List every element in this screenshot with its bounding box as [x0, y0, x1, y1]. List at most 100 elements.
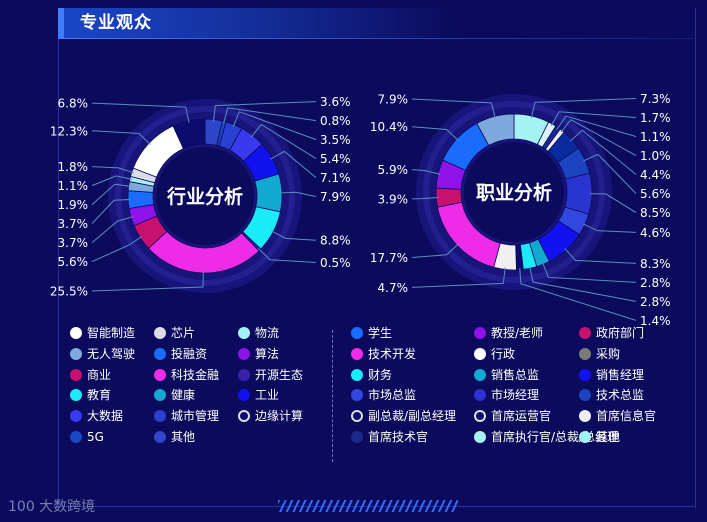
legend-item: 首席信息官 — [579, 407, 656, 425]
donut-halo-ring — [115, 106, 295, 286]
legend-item: 算法 — [238, 345, 279, 363]
legend-swatch — [474, 410, 486, 423]
label-leader-line — [411, 126, 459, 141]
legend-item: 工业 — [238, 386, 279, 404]
legend-label: 智能制造 — [87, 326, 136, 340]
slice-percent-label: 12.3% — [50, 124, 88, 138]
legend-label: 销售总监 — [491, 367, 540, 382]
legend-item: 投融资 — [154, 345, 207, 363]
legend-label: 其他 — [596, 430, 621, 444]
legend-swatch — [579, 431, 591, 443]
legend-swatch — [238, 347, 250, 360]
legend-label: 物流 — [255, 326, 280, 340]
legend-label: 健康 — [171, 388, 196, 403]
donut-hole — [464, 142, 564, 242]
slice-percent-label: 4.4% — [640, 168, 671, 182]
label-leader-line — [411, 169, 441, 175]
content-frame — [58, 8, 696, 508]
legend-swatch — [238, 368, 250, 381]
legend-item: 无人驾驶 — [70, 345, 135, 363]
legend-item: 芯片 — [154, 324, 195, 342]
legend-swatch — [351, 368, 363, 381]
donut-halo-ring — [423, 101, 605, 283]
legend-label: 副总裁/副总经理 — [368, 409, 457, 424]
label-leader-line — [223, 107, 317, 124]
slice-percent-label: 4.6% — [640, 226, 671, 240]
legend-swatch — [70, 347, 82, 360]
legend-swatch — [70, 368, 82, 381]
label-leader-line — [519, 267, 637, 321]
slice-percent-label: 10.4% — [370, 120, 408, 134]
slice-percent-label: 3.6% — [320, 95, 351, 109]
section-title: 专业观众 — [80, 13, 152, 33]
slice-percent-label: 3.9% — [378, 192, 409, 206]
watermark-logo: 100 大数跨境 — [8, 499, 96, 515]
slice-percent-label: 8.3% — [640, 257, 671, 271]
label-leader-line — [411, 267, 506, 288]
legend-label: 科技金融 — [171, 367, 220, 382]
label-leader-line — [411, 98, 496, 119]
slice-percent-label: 0.5% — [320, 256, 351, 270]
label-leader-line — [556, 115, 637, 137]
legend-item: 政府部门 — [579, 324, 644, 342]
legend-label: 市场总监 — [368, 388, 417, 403]
donut-slice — [172, 118, 206, 150]
legend-swatch — [579, 327, 591, 339]
legend-label: 采购 — [596, 346, 621, 361]
legend-swatch — [154, 431, 166, 443]
label-leader-line — [541, 262, 637, 283]
label-leader-line — [91, 130, 151, 145]
legend-label: 首席技术官 — [368, 430, 429, 444]
legend-swatch — [70, 327, 82, 339]
legend-label: 算法 — [255, 346, 280, 361]
legend-label: 无人驾驶 — [87, 346, 136, 361]
legend-swatch — [154, 368, 166, 381]
donut-chart-1: 行业分析 3.6% 0.8% 3.5% 5.4% 7.1% 7.9% 8.8% 0.5% 6.8%… — [50, 95, 351, 298]
slice-percent-label: 6.8% — [58, 97, 89, 111]
donut-slice — [254, 173, 283, 213]
legend-item: 物流 — [238, 324, 279, 342]
slice-percent-label: 1.1% — [58, 179, 89, 193]
legend-label: 首席运营官 — [491, 409, 552, 424]
donut-center-title: 行业分析 — [166, 185, 243, 208]
legend-swatch — [351, 389, 363, 402]
legend-item: 市场总监 — [351, 386, 416, 404]
label-leader-line — [91, 199, 131, 224]
legend-swatch — [154, 410, 166, 423]
slice-percent-label: 7.3% — [640, 92, 671, 106]
legend-item: 财务 — [351, 366, 392, 384]
legend-label: 技术总监 — [596, 388, 645, 403]
legend-swatch — [351, 410, 363, 423]
legend-label: 教授/老师 — [491, 326, 544, 340]
legend-label: 工业 — [255, 388, 280, 403]
label-leader-line — [560, 119, 637, 156]
legend-label: 技术开发 — [368, 346, 417, 361]
donut-chart-2: 职业分析 7.3% 1.7% 1.1% 1.0% 4.4% 5.6% 8.5% 4.6% 8.3%… — [370, 92, 671, 328]
legend-item: 学生 — [351, 324, 392, 342]
label-leader-line — [583, 153, 637, 194]
slice-percent-label: 8.8% — [320, 234, 351, 248]
legend-label: 城市管理 — [171, 409, 220, 424]
legend-label: 边缘计算 — [255, 409, 304, 424]
slice-percent-label: 7.9% — [378, 92, 409, 106]
section-header — [58, 8, 458, 38]
legend-swatch — [70, 431, 82, 443]
slice-percent-label: 5.4% — [320, 152, 351, 166]
legend-item: 开源生态 — [238, 366, 303, 384]
label-leader-line — [529, 266, 637, 302]
legend-item: 边缘计算 — [238, 407, 303, 425]
donut-center-title: 职业分析 — [476, 181, 552, 204]
slice-percent-label: 3.7% — [58, 236, 89, 250]
slice-percent-label: 5.6% — [58, 255, 89, 269]
label-leader-line — [232, 111, 317, 141]
legend-label: 市场经理 — [491, 388, 540, 403]
legend-swatch — [70, 389, 82, 402]
label-leader-line — [271, 230, 317, 241]
legend-swatch — [474, 368, 486, 381]
legend-label: 行政 — [491, 346, 516, 361]
legend-label: 其他 — [171, 430, 196, 444]
slice-percent-label: 1.1% — [640, 130, 671, 144]
slice-percent-label: 1.7% — [640, 111, 671, 125]
slice-percent-label: 1.9% — [58, 198, 89, 212]
label-leader-line — [411, 196, 439, 200]
